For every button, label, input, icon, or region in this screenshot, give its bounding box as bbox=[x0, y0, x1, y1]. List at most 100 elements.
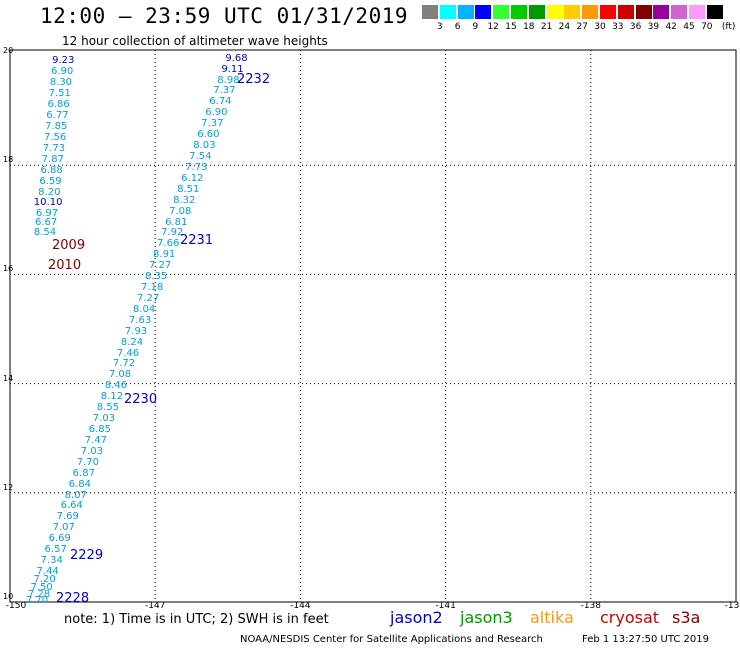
legend-swatch bbox=[457, 5, 474, 19]
y-tick-label: 20 bbox=[3, 46, 14, 55]
y-tick-label: 12 bbox=[3, 482, 14, 492]
wave-height-value: 8.04 bbox=[132, 303, 156, 315]
wave-height-value: 7.54 bbox=[189, 151, 212, 162]
legend-label: 33 bbox=[612, 22, 624, 32]
wave-height-value: 7.56 bbox=[43, 131, 67, 143]
x-tick-label: -147 bbox=[144, 601, 166, 611]
wave-height-value: 6.59 bbox=[39, 175, 62, 187]
wave-height-value: 8.20 bbox=[38, 186, 61, 198]
legend-label: 6 bbox=[454, 22, 461, 32]
wave-height-value: 7.20 bbox=[33, 574, 56, 586]
wave-height-value: 6.88 bbox=[40, 164, 63, 176]
wave-height-value: 6.84 bbox=[68, 478, 91, 490]
wave-height-value: 9.23 bbox=[52, 55, 75, 67]
legend-swatch bbox=[617, 5, 634, 19]
wave-height-value: 6.77 bbox=[46, 110, 69, 122]
wave-height-value: 7.08 bbox=[169, 205, 192, 217]
wave-height-value: 7.27 bbox=[136, 292, 160, 304]
y-tick-label: 14 bbox=[3, 373, 14, 383]
legend-swatch bbox=[546, 5, 563, 19]
y-tick-label: 10 bbox=[3, 592, 14, 601]
wave-height-value: 8.51 bbox=[177, 183, 200, 195]
satellite-name: jason3 bbox=[460, 608, 513, 627]
wave-height-value: 6.60 bbox=[197, 129, 220, 141]
wave-height-value: 7.34 bbox=[40, 555, 63, 567]
legend-swatch bbox=[564, 5, 581, 19]
wave-height-value: 7.44 bbox=[36, 565, 59, 577]
wave-height-value: 9.11 bbox=[221, 63, 244, 75]
wave-height-value: 8.30 bbox=[49, 77, 73, 89]
pass-label: 2229 bbox=[70, 548, 104, 563]
wave-height-value: 7.85 bbox=[45, 120, 68, 132]
y-tick-label: 18 bbox=[3, 155, 14, 165]
legend-label: 27 bbox=[576, 22, 588, 32]
legend-swatch bbox=[600, 5, 616, 19]
wave-height-value: 8.03 bbox=[193, 140, 216, 152]
x-tick-label: -144 bbox=[290, 601, 311, 611]
wave-height-value: 7.47 bbox=[84, 434, 107, 446]
legend-label: 36 bbox=[629, 22, 642, 32]
wave-height-value: 7.70 bbox=[25, 594, 49, 606]
pass-label: 2230 bbox=[124, 392, 158, 407]
legend-label: 21 bbox=[540, 22, 553, 32]
x-tick-label: -13 bbox=[724, 601, 740, 611]
wave-height-value: 8.24 bbox=[120, 336, 144, 348]
wave-height-value: 7.63 bbox=[128, 314, 152, 326]
satellite-name: altika bbox=[530, 608, 574, 627]
wave-height-value: 6.90 bbox=[50, 66, 74, 78]
legend-swatch bbox=[422, 5, 438, 19]
legend-swatch bbox=[511, 5, 527, 19]
wave-height-value: 7.73 bbox=[42, 142, 66, 154]
wave-height-value: 7.72 bbox=[112, 358, 136, 370]
satellite-name: s3a bbox=[672, 608, 701, 627]
legend-label: 42 bbox=[665, 22, 677, 32]
legend-label: 9 bbox=[472, 22, 479, 32]
wave-height-value: 7.37 bbox=[201, 118, 224, 130]
wave-height-value: 6.81 bbox=[165, 216, 188, 228]
legend-label: 18 bbox=[523, 22, 535, 32]
wave-height-value: 7.37 bbox=[213, 85, 236, 97]
legend-swatch bbox=[671, 5, 688, 19]
x-tick-label: -150 bbox=[5, 601, 27, 611]
satellite-name: cryosat bbox=[600, 608, 660, 627]
x-tick-label: -138 bbox=[580, 601, 602, 611]
wave-height-value: 6.90 bbox=[205, 107, 228, 119]
map-frame bbox=[9, 49, 737, 603]
wave-height-value: 10.10 bbox=[33, 197, 63, 209]
wave-height-value: 7.73 bbox=[185, 161, 208, 173]
wave-height-value: 8.12 bbox=[100, 391, 124, 403]
wave-height-value: 6.57 bbox=[44, 544, 67, 556]
wave-height-value: 6.87 bbox=[72, 467, 95, 479]
y-tick-label: 16 bbox=[3, 264, 14, 274]
wave-height-value: 8.55 bbox=[96, 402, 120, 414]
wave-height-value: 7.27 bbox=[149, 260, 172, 272]
wave-height-value: 6.12 bbox=[181, 172, 204, 184]
legend-label: 15 bbox=[505, 22, 517, 32]
map-title: 12:00 – 23:59 UTC 01/31/2019 bbox=[40, 4, 409, 28]
legend-label: 45 bbox=[683, 22, 695, 32]
wave-height-value: 7.08 bbox=[108, 369, 132, 381]
wave-height-value: 7.93 bbox=[124, 325, 148, 337]
wave-height-value: 6.85 bbox=[88, 424, 112, 435]
legend-swatch bbox=[475, 5, 492, 19]
legend-swatch bbox=[653, 5, 670, 19]
pass-label: 2010 bbox=[48, 258, 82, 273]
legend-label: 39 bbox=[647, 22, 660, 32]
wave-height-value: 7.50 bbox=[30, 582, 53, 594]
wave-height-value: 7.66 bbox=[157, 238, 180, 250]
legend-swatch bbox=[439, 5, 456, 19]
legend-label: 70 bbox=[701, 22, 713, 32]
wave-height-value: 6.97 bbox=[35, 208, 59, 220]
legend-swatch bbox=[493, 5, 510, 19]
wave-height-value: 9.68 bbox=[225, 52, 248, 64]
pass-label: 2232 bbox=[237, 72, 271, 87]
wave-height-value: 7.92 bbox=[161, 227, 184, 239]
x-tick-label: -141 bbox=[435, 601, 456, 611]
pass-label: 2231 bbox=[180, 233, 214, 248]
wave-height-value: 7.03 bbox=[92, 413, 116, 425]
legend-label: 30 bbox=[594, 22, 606, 32]
wave-height-value: 6.64 bbox=[60, 500, 83, 512]
legend-label: 3 bbox=[436, 22, 443, 32]
wave-height-value: 7.18 bbox=[140, 282, 164, 294]
wave-height-value: 8.54 bbox=[33, 227, 57, 239]
